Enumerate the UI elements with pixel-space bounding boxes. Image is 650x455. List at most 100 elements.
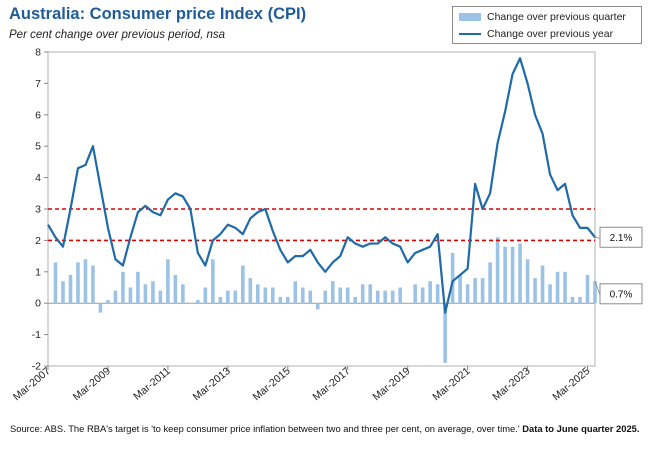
bar-quarterly: [83, 259, 88, 304]
bar-quarterly: [293, 281, 298, 304]
bar-quarterly: [443, 303, 447, 363]
bar-quarterly: [480, 278, 485, 304]
callout-label-annual: 2.1%: [610, 233, 633, 244]
y-tick-label: 8: [35, 47, 41, 59]
y-tick-label: 6: [35, 109, 41, 121]
bar-quarterly: [308, 290, 313, 304]
y-tick-label: -1: [32, 329, 41, 341]
bar-quarterly: [300, 287, 305, 304]
bar-quarterly: [510, 246, 515, 304]
bar-quarterly: [263, 287, 268, 304]
bar-quarterly: [98, 303, 103, 313]
bar-quarterly: [285, 296, 290, 304]
bar-quarterly: [173, 274, 178, 304]
legend-swatch-line: [459, 33, 481, 35]
callout-label-quarterly: 0.7%: [610, 289, 633, 300]
legend: Change over previous quarter Change over…: [452, 6, 642, 44]
bar-quarterly: [166, 259, 170, 304]
bar-quarterly: [413, 284, 417, 304]
x-tick-label: Mar-2011: [131, 365, 173, 403]
bar-quarterly: [143, 284, 148, 304]
bar-quarterly: [330, 281, 335, 304]
bar-quarterly: [106, 300, 110, 304]
bar-quarterly: [211, 259, 215, 304]
bar-quarterly: [458, 274, 462, 304]
y-tick-label: 2: [35, 235, 41, 247]
callout-box-annual: [599, 226, 643, 248]
bar-quarterly: [353, 296, 358, 304]
bar-quarterly: [203, 287, 208, 304]
bar-quarterly: [181, 284, 185, 304]
source-data-date: Data to June quarter 2025.: [522, 423, 640, 434]
bar-quarterly: [390, 290, 395, 304]
bar-quarterly: [323, 290, 328, 304]
bar-quarterly: [53, 262, 58, 304]
bar-quarterly: [121, 271, 125, 304]
bar-quarterly: [128, 287, 133, 304]
legend-swatch-bar: [459, 13, 481, 21]
bar-quarterly: [593, 281, 597, 304]
bar-quarterly: [525, 259, 530, 304]
bar-quarterly: [450, 252, 455, 304]
bar-quarterly: [345, 287, 350, 304]
bar-quarterly: [158, 290, 163, 304]
bar-quarterly: [383, 290, 387, 304]
bar-quarterly: [360, 284, 365, 304]
bar-quarterly: [188, 303, 193, 304]
bar-quarterly: [428, 281, 432, 304]
bar-quarterly: [435, 284, 440, 304]
bar-quarterly: [548, 284, 552, 304]
bar-quarterly: [136, 271, 140, 304]
bar-quarterly: [518, 243, 522, 304]
y-tick-label: 0: [35, 298, 41, 310]
bar-quarterly: [248, 278, 253, 304]
x-tick-label: Mar-2021: [430, 365, 472, 403]
x-tick-label: Mar-2017: [311, 365, 353, 403]
legend-label-quarter: Change over previous quarter: [487, 11, 626, 23]
bar-quarterly: [585, 274, 590, 304]
chart-subtitle: Per cent change over previous period, ns…: [9, 29, 226, 41]
y-tick-label: 4: [35, 172, 41, 184]
legend-item-quarter: Change over previous quarter: [459, 10, 626, 24]
bar-quarterly: [503, 246, 507, 304]
callout-leader-quarterly: [594, 281, 601, 295]
bar-quarterly: [368, 284, 373, 304]
bar-quarterly: [555, 271, 560, 304]
bar-quarterly: [76, 262, 80, 304]
bar-quarterly: [420, 287, 425, 304]
bar-quarterly: [68, 274, 73, 304]
bar-quarterly: [405, 303, 410, 304]
bar-quarterly: [218, 296, 223, 304]
y-tick-label: 1: [35, 266, 41, 278]
source-text: Source: ABS. The RBA's target is 'to kee…: [10, 423, 520, 434]
bar-quarterly: [540, 265, 545, 304]
bar-quarterly: [233, 290, 238, 304]
bar-quarterly: [196, 300, 200, 304]
chart-title: Australia: Consumer price Index (CPI): [9, 5, 307, 23]
y-tick-label: 3: [35, 204, 41, 216]
legend-item-year: Change over previous year: [459, 27, 613, 41]
bar-quarterly: [578, 296, 582, 304]
bar-quarterly: [61, 281, 65, 304]
bar-quarterly: [270, 287, 275, 304]
y-tick-label: 5: [35, 141, 41, 153]
source-note: Source: ABS. The RBA's target is 'to kee…: [10, 423, 642, 435]
bar-quarterly: [256, 284, 260, 304]
line-annual: [47, 57, 596, 314]
x-tick-label: Mar-2019: [370, 365, 412, 403]
bar-quarterly: [533, 278, 537, 304]
bar-quarterly: [91, 265, 95, 304]
x-tick-label: Mar-2023: [490, 365, 532, 403]
x-tick-label: Mar-2025: [550, 365, 592, 403]
callout-leader-annual: [594, 236, 601, 239]
y-tick-label: -2: [32, 361, 41, 373]
bar-quarterly: [473, 278, 477, 304]
bar-quarterly: [338, 287, 343, 304]
bar-quarterly: [375, 290, 380, 304]
bar-quarterly: [465, 284, 470, 304]
bar-quarterly: [315, 303, 320, 310]
bar-quarterly: [151, 281, 155, 304]
bar-quarterly: [278, 296, 283, 304]
x-tick-label: Mar-2009: [71, 365, 113, 403]
